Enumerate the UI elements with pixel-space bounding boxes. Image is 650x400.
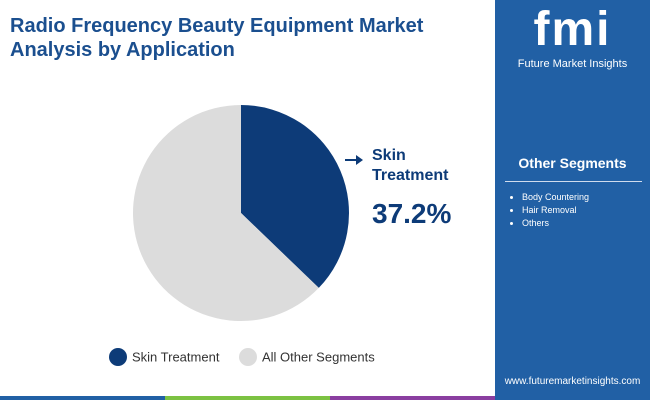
panel-rule: [505, 181, 642, 182]
logo-name: Future Market Insights: [517, 58, 628, 70]
pie-slice: [241, 105, 349, 288]
footer-strip: [330, 396, 495, 400]
callout-value: 37.2%: [372, 198, 452, 229]
footer-strip: [0, 396, 165, 400]
legend-label: Skin Treatment: [132, 349, 220, 364]
panel-item: Others: [522, 217, 589, 230]
panel-title: Other Segments: [518, 155, 627, 171]
legend-label: All Other Segments: [262, 349, 375, 364]
chart-title: Radio Frequency Beauty Equipment Market …: [10, 15, 424, 61]
chart: Skin Treatment All Other Segments: [109, 105, 375, 366]
logo-mark: fmi: [533, 3, 612, 56]
panel-list: Body CounteringHair RemovalOthers: [510, 191, 589, 230]
footer-strip: [165, 396, 330, 400]
side-panel: fmi Future Market Insights Other Segment…: [495, 0, 650, 400]
legend-swatch: [239, 348, 257, 366]
legend-swatch: [109, 348, 127, 366]
callout-label: Skin Treatment: [372, 147, 449, 184]
pie-slice: [132, 105, 319, 321]
panel-item: Hair Removal: [522, 204, 589, 217]
footer-url: www.futuremarketinsights.com: [504, 376, 641, 387]
panel-item: Body Countering: [522, 191, 589, 204]
callout-arrow: [356, 155, 363, 165]
footer-strip: [495, 396, 650, 400]
